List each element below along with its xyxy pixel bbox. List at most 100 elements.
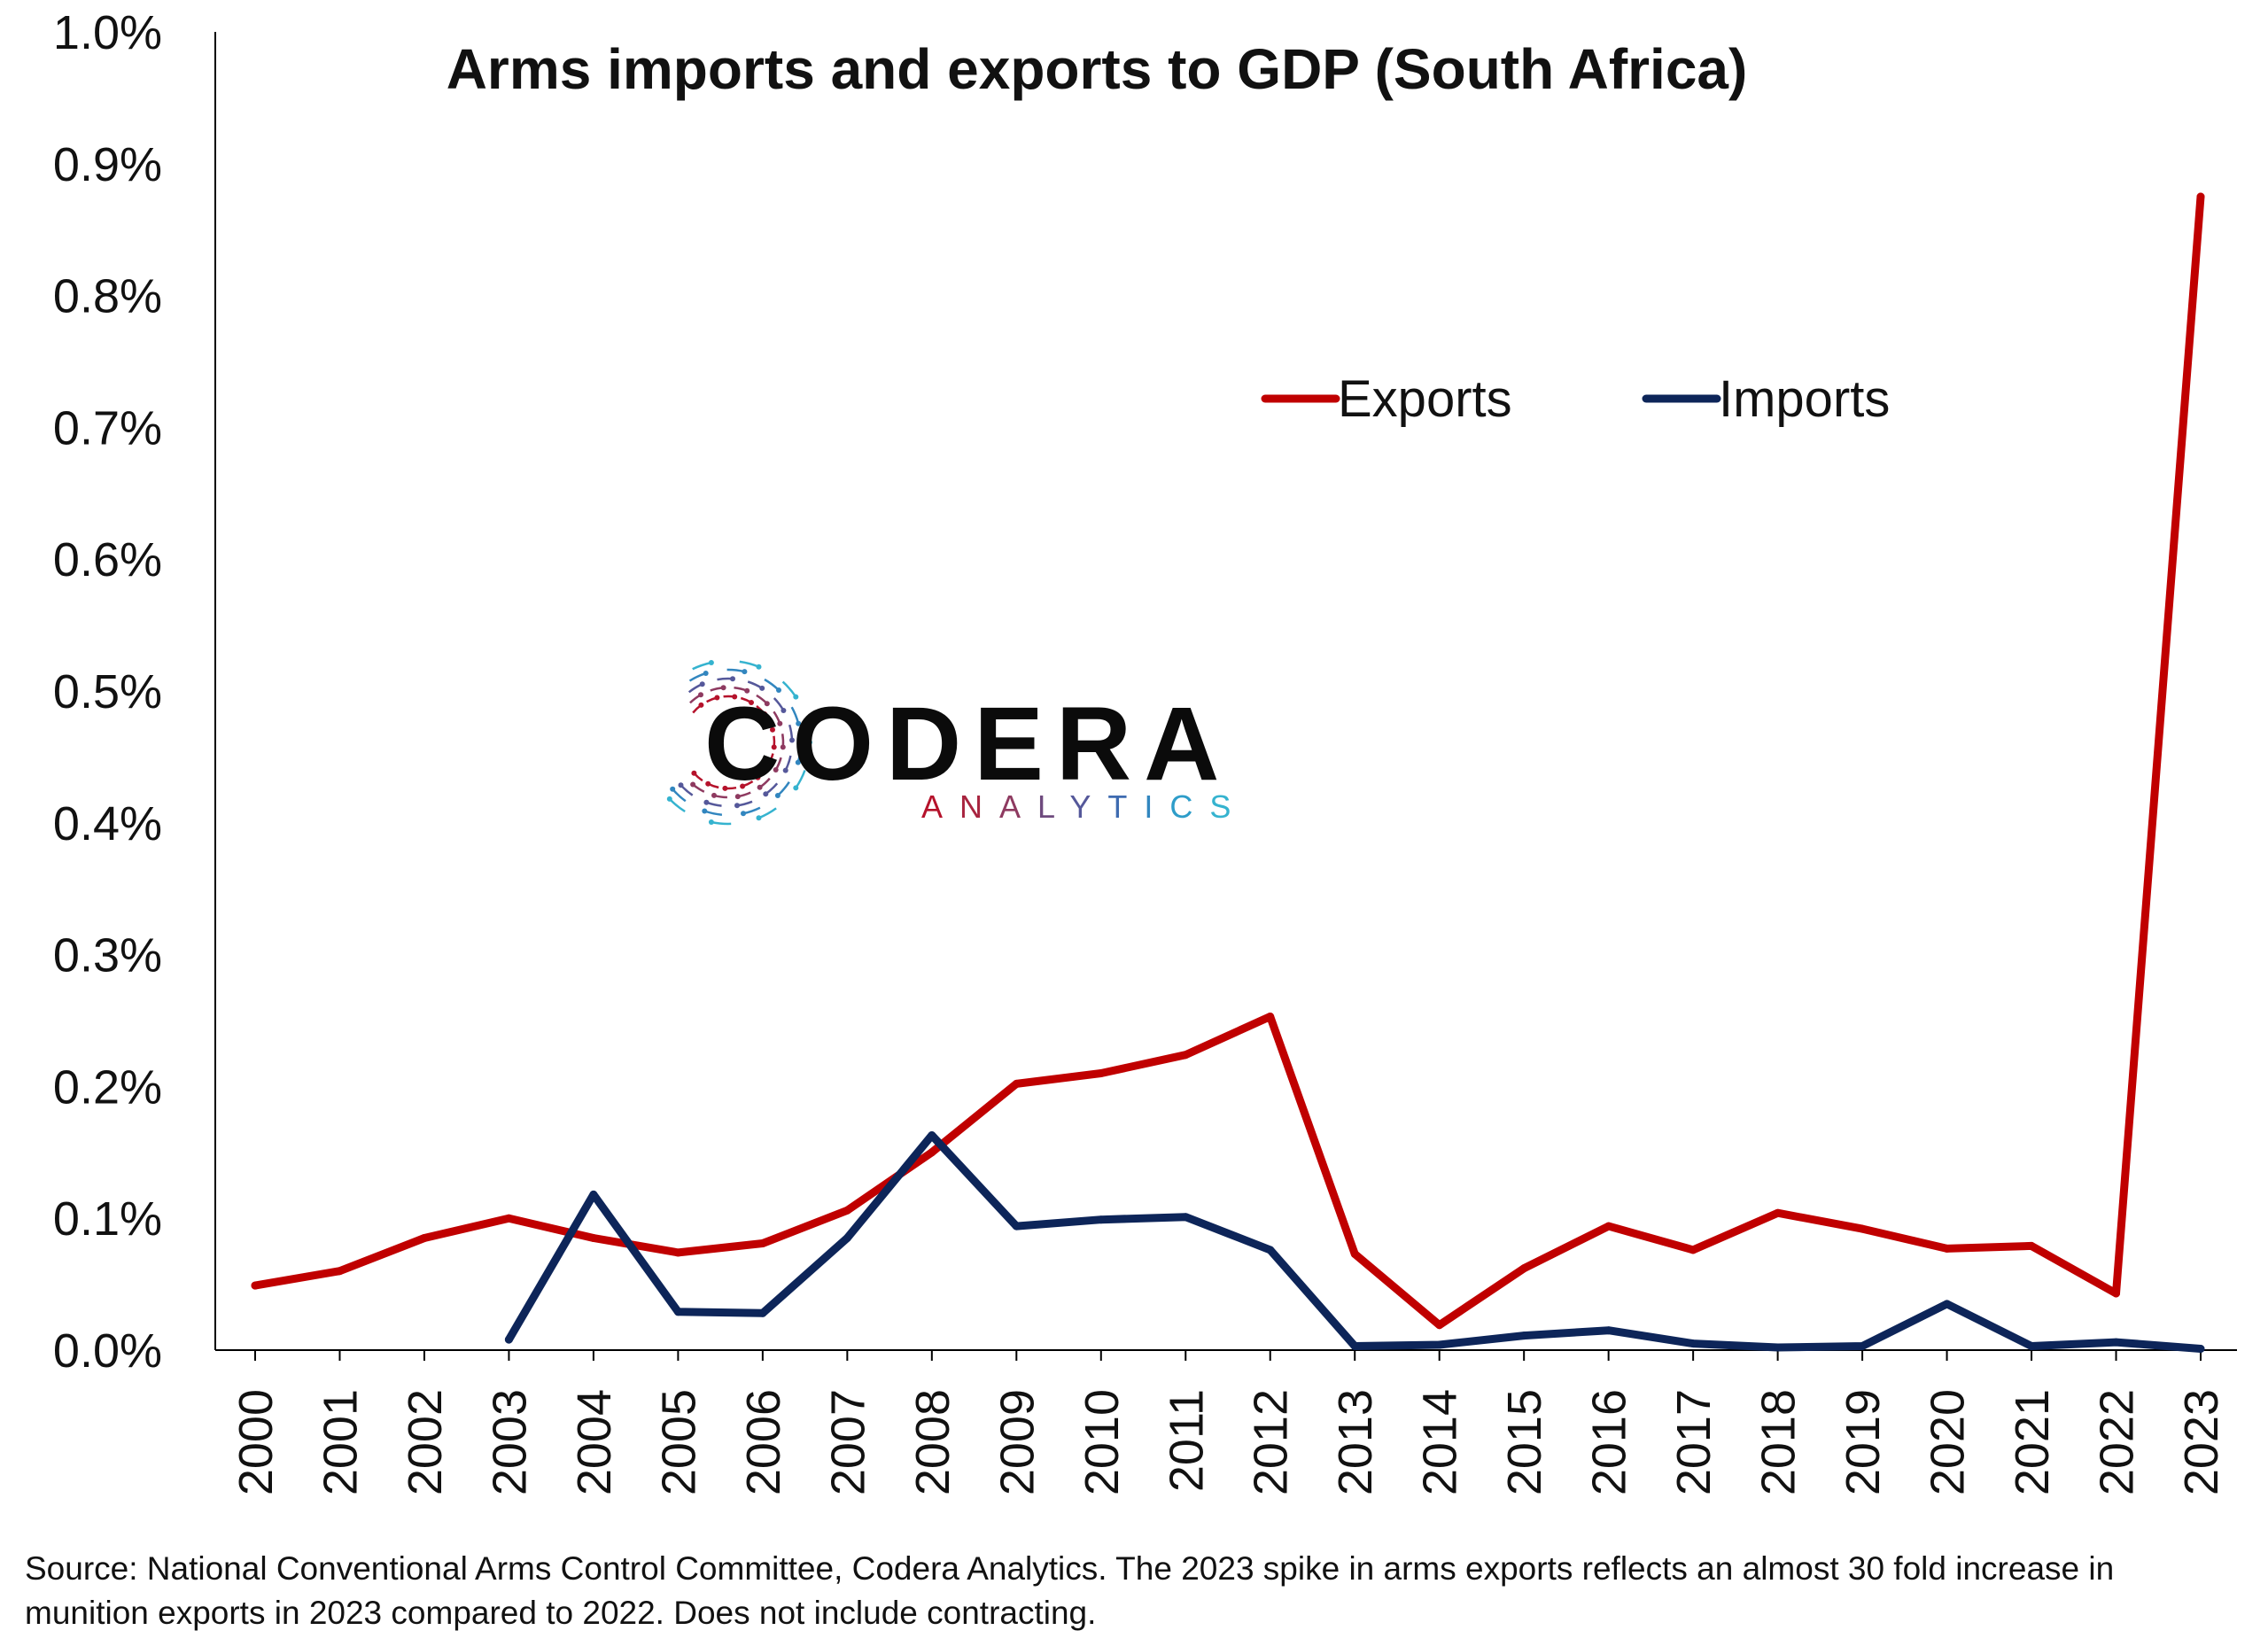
logo-mark-dot [703, 799, 710, 805]
x-tick-label: 2006 [737, 1389, 790, 1495]
y-tick-label: 0.2% [53, 1060, 162, 1114]
data-point-exports [504, 1214, 513, 1223]
logo-mark-dot [763, 791, 769, 797]
logo-mark-dot [722, 785, 728, 791]
y-tick-label: 1.0% [53, 6, 162, 59]
logo-mark-dot [698, 702, 704, 708]
x-tick-label: 2015 [1498, 1389, 1551, 1495]
logo-mark-dot [670, 786, 676, 792]
x-tick-label: 2001 [314, 1389, 367, 1495]
legend: Exports Imports [1261, 370, 1890, 428]
data-point-exports [1774, 1208, 1783, 1217]
data-point-exports [2196, 192, 2205, 201]
data-point-exports [758, 1239, 767, 1247]
data-point-imports [1097, 1215, 1106, 1224]
x-tick-label: 2016 [1583, 1389, 1636, 1495]
logo-mark-dot [756, 815, 762, 821]
logo-mark-dot [780, 744, 786, 750]
data-point-exports [589, 1234, 598, 1242]
logo-mark-arc [692, 661, 712, 671]
x-tick-label: 2002 [399, 1389, 452, 1495]
x-tick-label: 2019 [1837, 1389, 1890, 1495]
data-point-exports [1858, 1224, 1867, 1233]
logo-mark-dot [714, 695, 720, 701]
logo-mark-arc [711, 820, 732, 826]
data-point-exports [1943, 1244, 1952, 1253]
x-tick-label: 2018 [1752, 1389, 1806, 1495]
chart-title: Arms imports and exports to GDP (South A… [447, 37, 1748, 101]
data-point-imports [1181, 1213, 1190, 1222]
codera-logo-mark-icon [666, 660, 812, 826]
logo-mark-dot [756, 664, 762, 670]
logo-mark-dot [795, 759, 801, 765]
logo-mark-dot [703, 671, 709, 676]
legend-label-imports: Imports [1719, 370, 1890, 428]
x-tick-label: 2003 [483, 1389, 536, 1495]
logo-mark-dot [757, 784, 763, 790]
data-point-imports [1519, 1332, 1528, 1340]
logo-mark-arc [739, 660, 759, 668]
logo-mark-dot [765, 761, 772, 767]
logo-mark-arc [703, 810, 723, 816]
data-point-exports [1435, 1321, 1444, 1330]
logo-mark-dot [755, 774, 761, 780]
logo-mark-arc [758, 807, 777, 819]
logo-mark-dot [759, 685, 765, 691]
data-point-exports [1604, 1222, 1613, 1231]
x-tick-label: 2010 [1076, 1389, 1129, 1495]
logo-mark-dot [698, 692, 703, 698]
logo-mark-dot [807, 740, 812, 745]
data-point-imports [2112, 1338, 2120, 1347]
logo-mark-dot [708, 660, 714, 665]
logo-mark-arc [668, 798, 686, 813]
data-point-exports [1181, 1051, 1190, 1060]
x-tick-label: 2011 [1160, 1389, 1213, 1492]
logo-mark-dot [691, 770, 697, 776]
data-point-imports [1858, 1342, 1867, 1350]
data-point-imports [1943, 1300, 1952, 1308]
logo-mark-dot [734, 803, 740, 809]
logo-mark-dot [764, 701, 770, 707]
data-point-exports [251, 1281, 260, 1290]
y-tick-label: 0.6% [53, 533, 162, 586]
logo-mark-arc [688, 672, 707, 682]
legend-label-exports: Exports [1338, 370, 1512, 428]
y-tick-label: 0.7% [53, 401, 162, 454]
data-point-exports [928, 1148, 936, 1157]
y-tick-label: 0.3% [53, 929, 162, 982]
data-point-imports [843, 1234, 851, 1242]
data-point-exports [420, 1234, 429, 1242]
logo-mark-dot [742, 669, 748, 675]
logo-mark-dot [782, 767, 788, 773]
data-point-imports [1350, 1342, 1359, 1350]
data-point-imports [1435, 1340, 1444, 1349]
data-point-imports [589, 1190, 598, 1199]
data-point-imports [2196, 1345, 2205, 1353]
y-tick-label: 0.9% [53, 138, 162, 191]
x-tick-label: 2013 [1329, 1389, 1382, 1495]
y-tick-label: 0.8% [53, 270, 162, 323]
logo-mark-dot [702, 808, 708, 814]
x-tick-label: 2020 [1922, 1389, 1975, 1495]
x-tick-label: 2023 [2175, 1389, 2228, 1495]
y-tick-label: 0.1% [53, 1192, 162, 1246]
logo-name: CODERA [704, 686, 1231, 803]
logo-tagline: ANALYTICS [921, 788, 1247, 825]
data-point-imports [758, 1308, 767, 1317]
data-point-exports [1266, 1013, 1275, 1021]
logo-mark-dot [749, 700, 754, 705]
logo-mark-dot [705, 780, 711, 787]
x-tick-label: 2017 [1667, 1389, 1720, 1495]
x-tick-label: 2014 [1414, 1389, 1467, 1495]
data-point-exports [1012, 1079, 1021, 1088]
x-tick-label: 2012 [1245, 1389, 1298, 1495]
data-point-imports [1604, 1326, 1613, 1335]
logo-mark-dot [781, 708, 787, 713]
data-point-imports [1266, 1246, 1275, 1254]
x-tick-label: 2021 [2006, 1389, 2059, 1495]
y-tick-label: 0.5% [53, 665, 162, 718]
data-point-exports [336, 1267, 344, 1276]
logo-mark-dot [708, 819, 714, 825]
logo-mark-dot [666, 796, 672, 802]
